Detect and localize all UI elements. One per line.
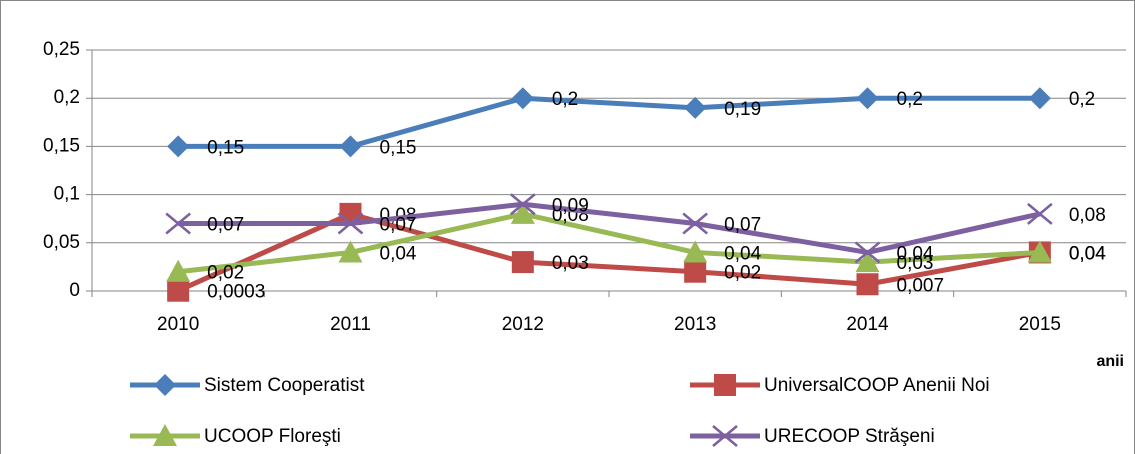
y-tick-label: 0,1 — [54, 184, 80, 205]
marker — [1027, 240, 1052, 263]
series-line — [177, 211, 1041, 293]
marker — [165, 212, 191, 235]
marker — [338, 240, 363, 263]
series: 0,0003 0,08 0,03 0,02 0,007 0,04 — [167, 202, 1106, 303]
y-tick-label: 0,15 — [43, 135, 80, 156]
legend-label: Sistem Cooperatist — [204, 375, 365, 396]
data-label: 0,02 — [724, 263, 761, 284]
legend-label: URECOOP Străşeni — [764, 426, 935, 447]
marker — [167, 135, 190, 158]
legend-label: UniversalCOOP Anenii Noi — [764, 375, 990, 396]
data-label: 0,007 — [897, 275, 945, 296]
series-line — [178, 201, 1041, 255]
marker — [856, 273, 879, 296]
data-label: 0,15 — [207, 137, 244, 158]
series: 0,07 0,07 0,09 0,07 0,04 0,08 — [165, 193, 1106, 264]
x-tick-label: 2015 — [1019, 314, 1061, 335]
data-label: 0,03 — [552, 253, 589, 274]
marker — [337, 212, 364, 235]
marker — [1027, 202, 1053, 225]
x-tick-label: 2010 — [157, 314, 199, 335]
x-tick-label: 2011 — [330, 314, 371, 335]
data-label: 0,04 — [1069, 243, 1106, 264]
series: 0,15 0,15 0,2 0,19 0,2 0,2 — [167, 87, 1095, 158]
y-tick-label: 0,25 — [43, 39, 80, 60]
y-tick-label: 0,05 — [43, 232, 80, 253]
marker — [854, 241, 881, 264]
legend-item: UCOOP Floreşti — [130, 424, 341, 447]
marker — [510, 201, 535, 224]
x-tick-label: 2012 — [502, 314, 544, 335]
data-label: 0,0003 — [207, 282, 265, 303]
data-label: 0,19 — [724, 99, 761, 120]
legend-item: URECOOP Străşeni — [690, 425, 935, 447]
data-label: 0,2 — [552, 89, 578, 110]
marker — [682, 212, 708, 235]
data-label: 0,07 — [380, 215, 417, 236]
marker — [1028, 87, 1051, 110]
legend-item: Sistem Cooperatist — [130, 374, 365, 396]
data-label: 0,08 — [1069, 205, 1106, 226]
marker — [856, 87, 879, 110]
marker — [339, 135, 362, 158]
marker — [684, 96, 707, 119]
legend-marker — [154, 374, 176, 396]
data-label: 0,09 — [552, 195, 589, 216]
marker — [683, 240, 708, 263]
data-label: 0,04 — [380, 243, 417, 264]
marker — [167, 279, 190, 302]
data-label: 0,07 — [724, 215, 761, 236]
y-tick-label: 0,2 — [54, 87, 80, 108]
data-label: 0,03 — [897, 253, 934, 274]
x-tick-label: 2014 — [846, 314, 889, 335]
series-line — [178, 95, 1040, 149]
data-label: 0,07 — [207, 215, 244, 236]
legend-marker — [712, 425, 738, 447]
marker — [855, 250, 880, 273]
marker — [510, 193, 536, 216]
legend-marker — [714, 374, 736, 396]
x-tick-label: 2013 — [674, 314, 716, 335]
data-label: 0,2 — [897, 89, 923, 110]
legend-item: UniversalCOOP Anenii Noi — [690, 374, 990, 396]
data-label: 0,2 — [1069, 89, 1095, 110]
data-label: 0,04 — [724, 243, 761, 264]
marker — [166, 259, 191, 282]
x-axis-label: anii — [1096, 353, 1124, 370]
series-line — [177, 211, 1040, 275]
data-label: 0,04 — [1069, 243, 1106, 264]
data-label: 0,15 — [380, 137, 417, 158]
marker — [684, 260, 707, 283]
data-label: 0,02 — [207, 263, 244, 284]
series: 0,020,040,080,04 0,03 0,04 — [166, 201, 1106, 284]
marker — [511, 251, 534, 274]
data-label: 0,04 — [897, 243, 934, 264]
y-tick-label: 0 — [69, 280, 80, 301]
legend-marker — [153, 424, 177, 446]
legend-label: UCOOP Floreşti — [204, 426, 341, 447]
marker — [511, 87, 534, 110]
